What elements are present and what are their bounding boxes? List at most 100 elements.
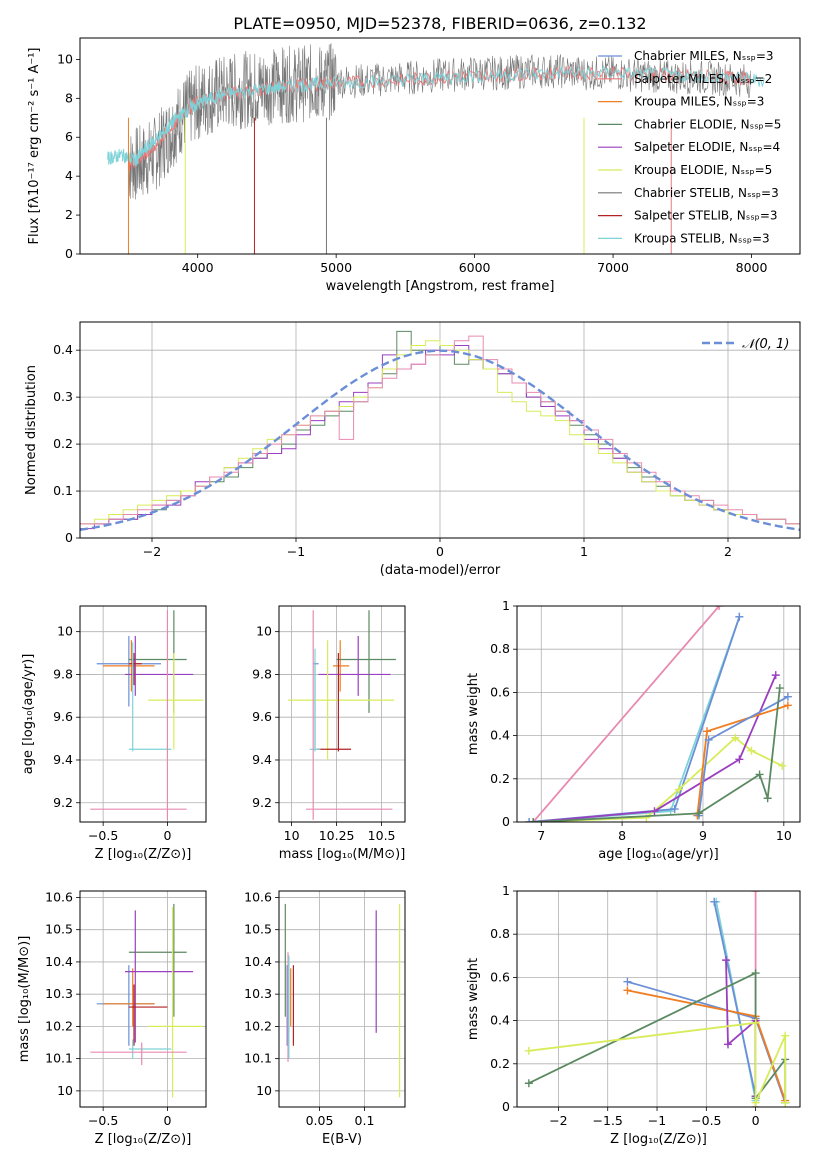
y-axis-label: mass [log₁₀(M/M⊙)]: [17, 936, 32, 1063]
y-tick-label: 10.2: [244, 1018, 272, 1033]
y-tick-label: 9.8: [53, 666, 73, 681]
weight-marker: [781, 1098, 790, 1107]
y-axis-label: mass weight: [466, 673, 481, 755]
y-tick-label: 10.6: [244, 889, 272, 904]
mass_vs_ebv-frame: [278, 890, 406, 1108]
y-tick-label: 4: [65, 168, 73, 183]
x-axis-label: Z [log₁₀(Z/Z⊙)]: [95, 1132, 192, 1147]
y-tick-label: 2: [65, 207, 73, 222]
legend-label: Salpeter ELODIE, Nₛₛₚ=4: [634, 140, 780, 154]
mass_vs_Z-frame: [79, 890, 207, 1108]
y-tick-label: 10: [256, 624, 272, 639]
y-tick-label: 1: [502, 598, 510, 613]
y-tick-label: 0: [502, 814, 510, 829]
histogram-steps: [80, 330, 800, 531]
y-tick-label: 0.6: [490, 684, 510, 699]
weight-marker: [763, 794, 772, 803]
y-tick-label: 9.4: [53, 752, 73, 767]
weight-marker: [751, 1098, 760, 1107]
y-tick-label: 9.2: [252, 795, 272, 810]
weight-series-line: [713, 901, 757, 1097]
weight-marker: [704, 735, 713, 744]
x-axis-label: E(B-V): [322, 1132, 362, 1147]
mass_vs_Z-points: [90, 903, 204, 1098]
weight-marker: [524, 1046, 533, 1055]
y-tick-label: 10.3: [244, 986, 272, 1001]
weight-series-line: [532, 606, 720, 822]
x-tick-label: 10.5: [368, 828, 396, 843]
age_vs_Z-axes: −0.5 0 9.2 9.4 9.6 9.8 10 Z [log₁₀(Z/Z⊙)] age [l…: [21, 606, 206, 862]
weight-marker: [751, 891, 760, 895]
weight-marker: [724, 1040, 733, 1049]
weight-marker: [525, 818, 534, 822]
x-tick-label: 0: [752, 1113, 760, 1128]
weight_vs_Z-frame: [516, 890, 801, 1108]
spectrum-lines: [107, 42, 765, 254]
weight-marker: [650, 807, 659, 816]
legend-label: Chabrier STELIB, Nₛₛₚ=3: [634, 186, 779, 200]
y-tick-label: 0.8: [490, 641, 510, 656]
age_vs_mass-points: [288, 610, 396, 820]
x-tick-label: 9: [699, 828, 707, 843]
y-tick-label: 10.3: [45, 986, 73, 1001]
y-tick-label: 0.4: [490, 728, 510, 743]
weight-marker: [771, 671, 780, 680]
weight-marker: [751, 969, 760, 978]
x-tick-label: −2: [549, 1113, 567, 1128]
x-tick-label: 10.25: [319, 828, 355, 843]
legend-label: Kroupa STELIB, Nₛₛₚ=3: [634, 231, 770, 245]
y-tick-label: 0.8: [490, 926, 510, 941]
x-tick-label: 7: [537, 828, 545, 843]
y-tick-label: 0.4: [53, 342, 73, 357]
y-axis-label: age [log₁₀(age/yr)]: [21, 654, 36, 775]
weight-marker: [783, 692, 792, 701]
x-tick-label: 0: [436, 544, 444, 559]
weight-marker: [703, 727, 712, 736]
legend-label: Kroupa ELODIE, Nₛₛₚ=5: [634, 163, 772, 177]
age_vs_mass-axes: 10 10.25 10.5 9.2 9.4 9.6 9.8 10 mass [log₁₀(M/M…: [252, 606, 405, 862]
x-tick-label: 7000: [597, 260, 629, 275]
x-tick-label: 1: [580, 544, 588, 559]
x-tick-label: 5000: [320, 260, 352, 275]
weight-marker: [747, 746, 756, 755]
y-tick-label: 0: [65, 530, 73, 545]
x-axis-label: Z [log₁₀(Z/Z⊙)]: [95, 847, 192, 862]
weight-marker: [642, 813, 651, 822]
x-tick-label: −1: [287, 544, 305, 559]
x-tick-label: 0.1: [355, 1113, 375, 1128]
normal-curve: [80, 349, 800, 531]
legend-label: Chabrier ELODIE, Nₛₛₚ=5: [634, 117, 781, 131]
weight-marker: [623, 986, 632, 995]
weight-marker: [623, 977, 632, 986]
y-tick-label: 10.4: [45, 954, 73, 969]
weight-series-line: [533, 674, 777, 822]
histogram-frame: [79, 321, 801, 539]
weight-marker: [735, 612, 744, 621]
y-axis-label: Normed distribution: [24, 365, 39, 495]
weight-marker: [674, 785, 683, 794]
weight-marker: [715, 606, 724, 610]
weight-marker: [524, 1079, 533, 1088]
weight-marker: [735, 755, 744, 764]
y-tick-label: 10: [57, 624, 73, 639]
weight-marker: [775, 684, 784, 693]
age_vs_Z-frame: [79, 605, 207, 823]
weight-marker: [529, 818, 538, 822]
y-tick-label: 10.1: [244, 1051, 272, 1066]
x-tick-label: −1.5: [593, 1113, 623, 1128]
y-tick-label: 0.2: [53, 436, 73, 451]
weight_vs_age-lines: [525, 606, 792, 822]
weight-marker: [710, 897, 719, 906]
x-tick-label: 4000: [182, 260, 214, 275]
x-tick-label: −0.5: [88, 1113, 118, 1128]
x-tick-label: −1: [648, 1113, 666, 1128]
x-tick-label: 8000: [736, 260, 768, 275]
x-axis-label: (data-model)/error: [380, 563, 501, 578]
weight-marker: [670, 805, 679, 814]
weight-marker: [694, 809, 703, 818]
y-tick-label: 9.6: [252, 709, 272, 724]
weight-marker: [731, 733, 740, 742]
y-tick-label: 9.6: [53, 709, 73, 724]
